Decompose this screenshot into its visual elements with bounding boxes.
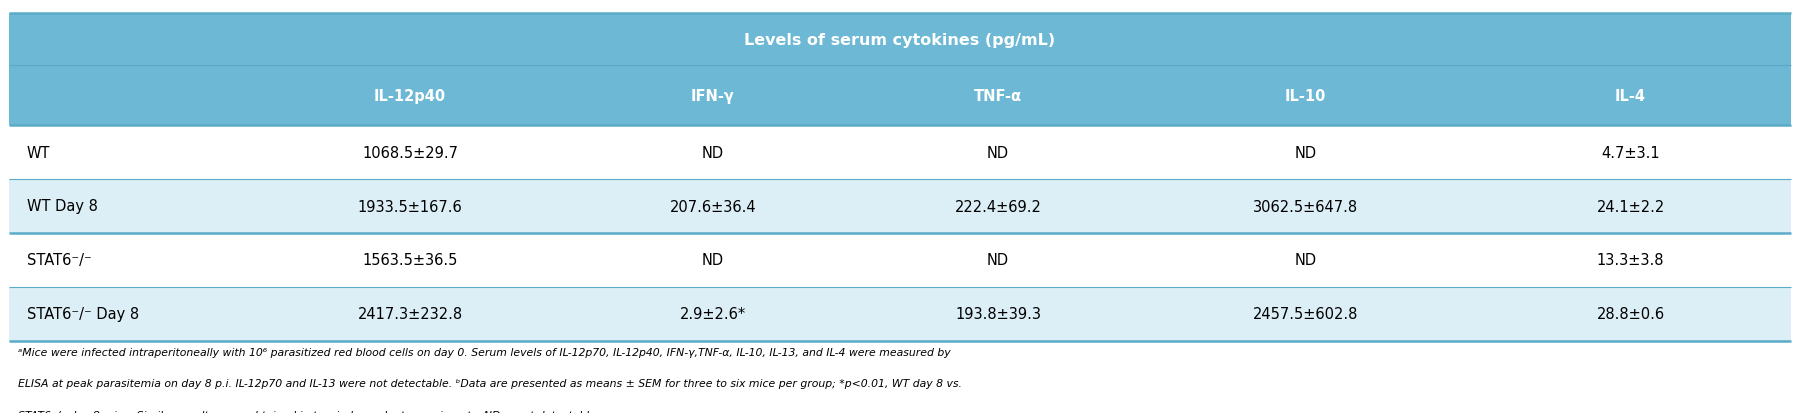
Text: STAT6⁻/⁻ day 8 mice. Similar results were obtained in two independent experiment: STAT6⁻/⁻ day 8 mice. Similar results wer… bbox=[18, 410, 599, 413]
Text: 28.8±0.6: 28.8±0.6 bbox=[1597, 306, 1665, 321]
Text: TNF-α: TNF-α bbox=[974, 88, 1022, 104]
Text: 193.8±39.3: 193.8±39.3 bbox=[956, 306, 1040, 321]
Text: 2457.5±602.8: 2457.5±602.8 bbox=[1253, 306, 1357, 321]
Text: ND: ND bbox=[702, 145, 724, 160]
Text: 1563.5±36.5: 1563.5±36.5 bbox=[362, 253, 457, 268]
Text: STAT6⁻/⁻: STAT6⁻/⁻ bbox=[27, 253, 92, 268]
Text: Levels of serum cytokines (pg/mL): Levels of serum cytokines (pg/mL) bbox=[745, 33, 1055, 48]
Text: 222.4±69.2: 222.4±69.2 bbox=[954, 199, 1042, 214]
Text: 1933.5±167.6: 1933.5±167.6 bbox=[358, 199, 463, 214]
Text: IL-12p40: IL-12p40 bbox=[374, 88, 446, 104]
Text: 3062.5±647.8: 3062.5±647.8 bbox=[1253, 199, 1357, 214]
Text: WT Day 8: WT Day 8 bbox=[27, 199, 97, 214]
Bar bbox=[9, 287, 1791, 341]
Text: IL-4: IL-4 bbox=[1615, 88, 1647, 104]
Text: IFN-γ: IFN-γ bbox=[691, 88, 734, 104]
Bar bbox=[9, 66, 1791, 126]
Text: 4.7±3.1: 4.7±3.1 bbox=[1602, 145, 1660, 160]
Text: ELISA at peak parasitemia on day 8 p.i. IL-12p70 and IL-13 were not detectable. : ELISA at peak parasitemia on day 8 p.i. … bbox=[18, 378, 961, 388]
Text: ND: ND bbox=[1294, 253, 1316, 268]
Text: ND: ND bbox=[1294, 145, 1316, 160]
Text: 24.1±2.2: 24.1±2.2 bbox=[1597, 199, 1665, 214]
Bar bbox=[9, 126, 1791, 180]
Text: ND: ND bbox=[986, 253, 1010, 268]
Text: 1068.5±29.7: 1068.5±29.7 bbox=[362, 145, 457, 160]
Bar bbox=[9, 14, 1791, 66]
Bar bbox=[9, 180, 1791, 233]
Text: 2.9±2.6*: 2.9±2.6* bbox=[680, 306, 745, 321]
Text: WT: WT bbox=[27, 145, 50, 160]
Text: IL-10: IL-10 bbox=[1285, 88, 1327, 104]
Text: ND: ND bbox=[702, 253, 724, 268]
Bar bbox=[9, 233, 1791, 287]
Text: 13.3±3.8: 13.3±3.8 bbox=[1597, 253, 1665, 268]
Text: ᵃMice were infected intraperitoneally with 10⁶ parasitized red blood cells on da: ᵃMice were infected intraperitoneally wi… bbox=[18, 347, 950, 357]
Text: ND: ND bbox=[986, 145, 1010, 160]
Text: 207.6±36.4: 207.6±36.4 bbox=[670, 199, 756, 214]
Text: 2417.3±232.8: 2417.3±232.8 bbox=[358, 306, 463, 321]
Text: STAT6⁻/⁻ Day 8: STAT6⁻/⁻ Day 8 bbox=[27, 306, 139, 321]
